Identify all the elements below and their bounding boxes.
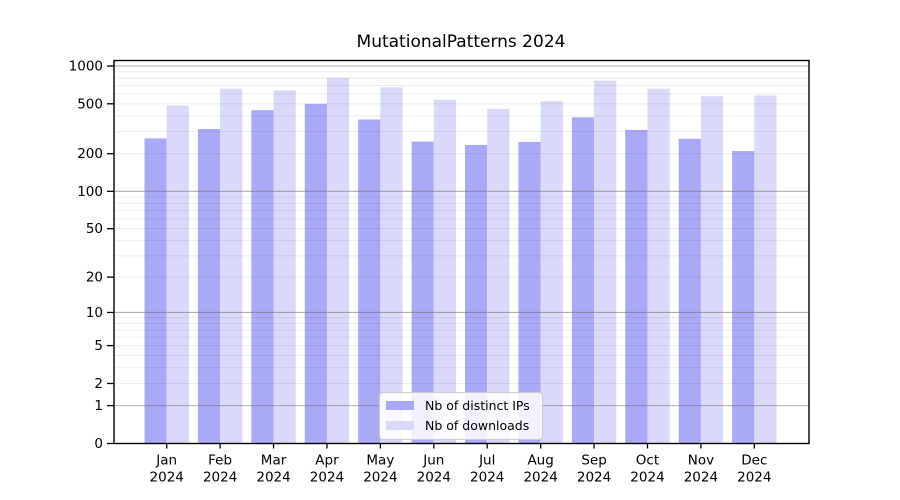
x-tick-label-year: 2024 bbox=[684, 470, 718, 486]
x-tick-label-month: Nov bbox=[688, 453, 714, 469]
x-tick-label-year: 2024 bbox=[470, 470, 504, 486]
y-tick-label: 2 bbox=[94, 376, 103, 392]
bar-sep-ips bbox=[571, 117, 595, 444]
legend-label-downloads: Nb of downloads bbox=[425, 418, 530, 433]
x-tick-label-month: Jan bbox=[155, 453, 177, 469]
x-tick-label-month: Feb bbox=[208, 453, 232, 469]
x-tick-label-month: Oct bbox=[636, 453, 659, 469]
bar-aug-ips bbox=[518, 142, 541, 444]
y-tick-label: 100 bbox=[77, 184, 103, 200]
bar-oct-ips bbox=[625, 129, 648, 444]
x-tick-label-year: 2024 bbox=[577, 470, 611, 486]
legend-label-distinct-ips: Nb of distinct IPs bbox=[425, 398, 530, 413]
x-tick-label-year: 2024 bbox=[363, 470, 397, 486]
bar-jun-ips bbox=[411, 141, 434, 444]
bar-dec-downloads bbox=[754, 95, 777, 444]
legend-swatch-downloads bbox=[386, 421, 414, 430]
x-tick-label-month: Apr bbox=[315, 453, 339, 469]
y-tick-label: 1 bbox=[94, 398, 103, 414]
bar-aug-downloads bbox=[540, 101, 563, 444]
chart-title: MutationalPatterns 2024 bbox=[357, 32, 566, 52]
y-tick-label: 1000 bbox=[69, 59, 103, 75]
x-tick-label-year: 2024 bbox=[523, 470, 557, 486]
bar-mar-downloads bbox=[273, 90, 296, 444]
x-tick-label-month: Sep bbox=[581, 453, 606, 469]
bar-jan-ips bbox=[144, 138, 167, 444]
x-tick-label-year: 2024 bbox=[417, 470, 451, 486]
y-tick-label: 0 bbox=[94, 436, 103, 452]
bar-dec-ips bbox=[732, 151, 755, 444]
bar-sep-downloads bbox=[594, 80, 617, 444]
x-tick-label-month: Jun bbox=[422, 453, 444, 469]
legend-item-downloads: Nb of downloads bbox=[386, 418, 534, 433]
bar-jun-downloads bbox=[433, 99, 456, 444]
x-tick-label-year: 2024 bbox=[737, 470, 771, 486]
bar-apr-ips bbox=[304, 103, 327, 444]
y-tick-label: 500 bbox=[77, 96, 103, 112]
bar-may-downloads bbox=[380, 87, 403, 444]
bar-nov-downloads bbox=[700, 96, 724, 444]
bar-feb-downloads bbox=[220, 88, 243, 444]
bar-jul-downloads bbox=[487, 108, 510, 444]
bar-may-ips bbox=[358, 119, 381, 444]
legend: Nb of distinct IPs Nb of downloads bbox=[379, 392, 543, 440]
x-tick-label-month: Mar bbox=[261, 453, 287, 469]
y-tick-label: 200 bbox=[77, 146, 103, 162]
y-tick-label: 10 bbox=[86, 305, 103, 321]
bar-jan-downloads bbox=[166, 105, 189, 444]
x-tick-label-year: 2024 bbox=[150, 470, 184, 486]
x-tick-label-year: 2024 bbox=[256, 470, 290, 486]
plot-border bbox=[113, 59, 810, 445]
bar-feb-ips bbox=[197, 129, 221, 444]
x-tick-label-month: May bbox=[366, 453, 394, 469]
bar-jul-ips bbox=[465, 144, 488, 444]
y-tick-label: 20 bbox=[86, 270, 103, 286]
x-tick-label-month: Aug bbox=[527, 453, 553, 469]
legend-item-distinct-ips: Nb of distinct IPs bbox=[386, 398, 534, 413]
bar-nov-ips bbox=[678, 138, 701, 444]
x-tick-label-month: Dec bbox=[741, 453, 767, 469]
x-tick-label-year: 2024 bbox=[203, 470, 237, 486]
bar-apr-downloads bbox=[326, 77, 350, 444]
bar-oct-downloads bbox=[647, 88, 670, 444]
plot-area: 01251020501002005001000Jan2024Feb2024Mar… bbox=[69, 59, 810, 486]
legend-swatch-distinct-ips bbox=[386, 401, 414, 410]
bar-mar-ips bbox=[251, 110, 274, 444]
x-tick-label-year: 2024 bbox=[310, 470, 344, 486]
y-tick-label: 5 bbox=[94, 338, 103, 354]
y-tick-label: 50 bbox=[86, 221, 103, 237]
x-tick-label-year: 2024 bbox=[630, 470, 664, 486]
x-tick-label-month: Jul bbox=[478, 453, 495, 469]
